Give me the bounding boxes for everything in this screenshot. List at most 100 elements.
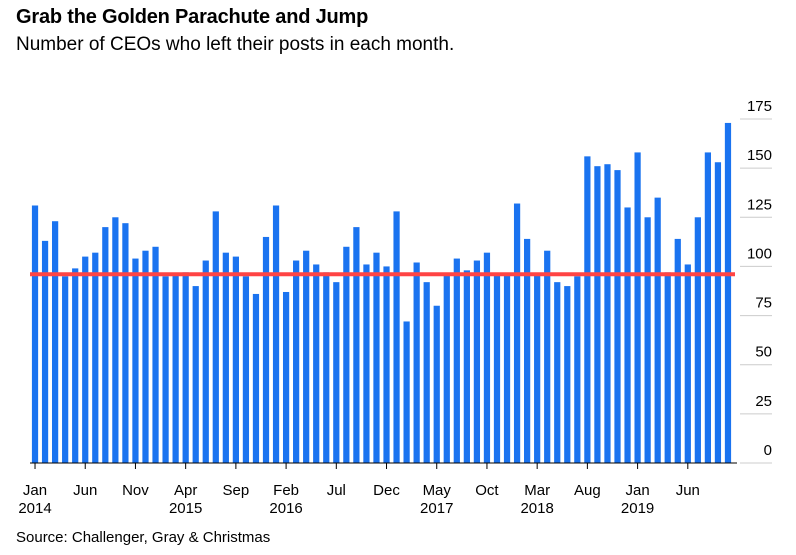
bar bbox=[112, 217, 119, 463]
x-tick-year-label: 2017 bbox=[420, 500, 453, 517]
y-tick-label: 75 bbox=[755, 295, 772, 312]
bar bbox=[353, 227, 360, 463]
x-tick-label: Mar bbox=[524, 482, 550, 499]
bar bbox=[192, 286, 199, 463]
bar bbox=[82, 256, 89, 463]
bar bbox=[624, 207, 631, 463]
x-tick-year-label: 2015 bbox=[169, 500, 202, 517]
bar bbox=[473, 260, 481, 463]
x-tick-label: Apr bbox=[174, 482, 197, 499]
bar bbox=[684, 264, 691, 463]
bar bbox=[92, 252, 99, 463]
bar bbox=[152, 246, 159, 463]
bar bbox=[644, 217, 651, 463]
bar bbox=[242, 276, 250, 463]
bar bbox=[393, 211, 400, 463]
bar bbox=[122, 223, 129, 463]
bar bbox=[252, 293, 260, 463]
y-tick-label: 0 bbox=[764, 442, 772, 459]
bar bbox=[272, 205, 280, 463]
y-tick-label: 25 bbox=[755, 393, 772, 410]
bar bbox=[323, 272, 330, 463]
bar bbox=[31, 205, 39, 463]
bar bbox=[634, 152, 641, 463]
bar bbox=[373, 252, 380, 463]
bar bbox=[664, 272, 671, 463]
y-tick-label: 150 bbox=[747, 147, 772, 164]
bar bbox=[72, 268, 79, 463]
x-tick-label: Feb bbox=[273, 482, 299, 499]
bar bbox=[564, 286, 571, 463]
bar bbox=[293, 260, 300, 463]
bar bbox=[483, 252, 491, 463]
x-tick-year-label: 2016 bbox=[269, 500, 302, 517]
bar bbox=[654, 197, 661, 463]
bar bbox=[524, 238, 531, 463]
bar bbox=[303, 250, 310, 463]
bar bbox=[41, 240, 49, 463]
y-tick-label: 175 bbox=[747, 98, 772, 115]
bar bbox=[363, 264, 370, 463]
x-tick-label: Jun bbox=[676, 482, 700, 499]
gridlines bbox=[740, 118, 772, 464]
bar bbox=[62, 276, 69, 463]
bar bbox=[544, 250, 551, 463]
chart-subtitle: Number of CEOs who left their posts in e… bbox=[16, 34, 455, 55]
bar bbox=[614, 170, 621, 463]
bar bbox=[433, 305, 440, 463]
bar bbox=[724, 122, 732, 463]
x-tick-year-label: 2014 bbox=[18, 500, 51, 517]
bar bbox=[443, 274, 450, 463]
bar bbox=[714, 162, 722, 463]
bar bbox=[674, 238, 681, 463]
bar bbox=[403, 321, 410, 463]
bar bbox=[413, 262, 420, 463]
y-tick-label: 125 bbox=[747, 196, 772, 213]
bar bbox=[463, 270, 470, 463]
bar bbox=[142, 250, 149, 463]
bar bbox=[513, 203, 521, 464]
bar bbox=[554, 282, 561, 463]
y-tick-label: 50 bbox=[755, 344, 772, 361]
bar bbox=[694, 217, 701, 463]
bar bbox=[232, 256, 239, 463]
bar bbox=[704, 152, 712, 463]
bar bbox=[202, 260, 209, 463]
x-tick-year-label: 2019 bbox=[621, 500, 654, 517]
x-tick-label: Nov bbox=[122, 482, 149, 499]
chart-title: Grab the Golden Parachute and Jump bbox=[16, 6, 369, 28]
bar bbox=[333, 282, 340, 463]
x-tick-label: Oct bbox=[475, 482, 499, 499]
bar bbox=[574, 276, 581, 463]
bar bbox=[453, 258, 460, 463]
bar bbox=[503, 274, 511, 463]
x-tick-label: Dec bbox=[373, 482, 400, 499]
bar bbox=[51, 221, 59, 463]
bar bbox=[534, 274, 541, 463]
bar bbox=[313, 264, 320, 463]
bars bbox=[31, 122, 732, 464]
x-tick-label: Sep bbox=[223, 482, 250, 499]
bar bbox=[182, 272, 189, 463]
bar bbox=[212, 211, 219, 463]
bar bbox=[102, 227, 109, 463]
bar bbox=[343, 246, 350, 463]
bar bbox=[132, 258, 139, 463]
bar bbox=[584, 156, 591, 463]
y-tick-label: 100 bbox=[747, 245, 772, 262]
x-tick-label: Jun bbox=[73, 482, 97, 499]
bar bbox=[262, 236, 270, 463]
x-tick-label: Jul bbox=[327, 482, 346, 499]
y-tick-labels: 0 25 50 75 100 125 150 175 bbox=[747, 98, 772, 459]
x-tick-label: May bbox=[423, 482, 452, 499]
x-tick-label: Jan bbox=[625, 482, 649, 499]
bar bbox=[383, 266, 390, 463]
bar bbox=[222, 252, 229, 463]
bar bbox=[162, 276, 169, 463]
bar bbox=[493, 274, 501, 463]
bar bbox=[423, 282, 430, 463]
bar bbox=[594, 166, 601, 464]
bar bbox=[604, 164, 611, 463]
